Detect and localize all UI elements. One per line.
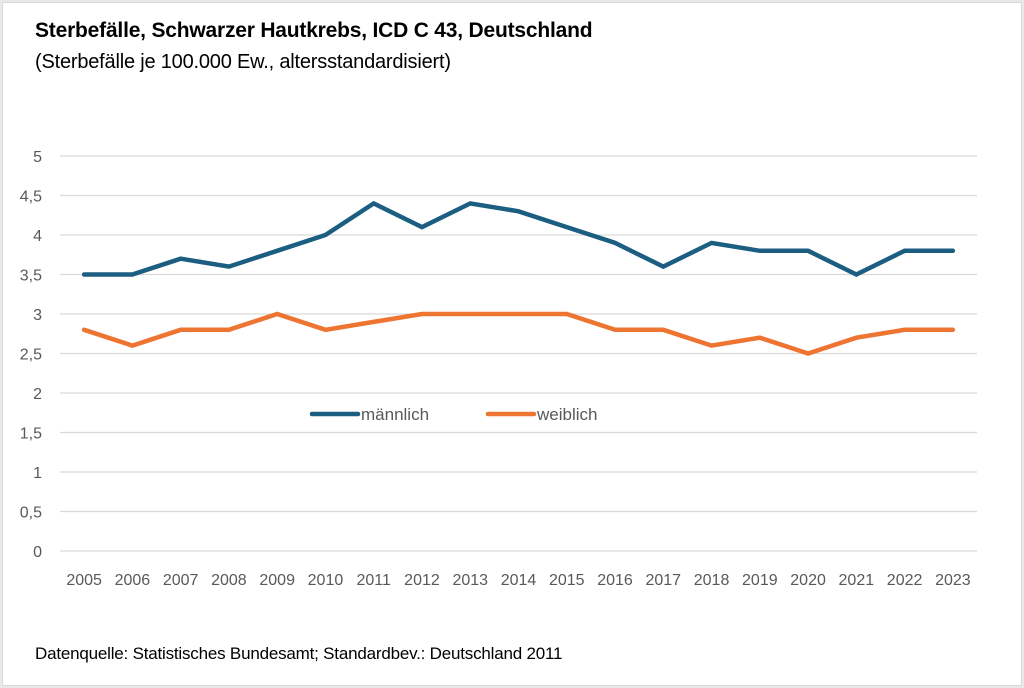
y-tick-label: 5	[33, 149, 42, 166]
x-tick-label: 2007	[163, 572, 199, 589]
x-tick-label: 2015	[549, 572, 585, 589]
x-tick-label: 2020	[790, 572, 826, 589]
x-tick-label: 2012	[404, 572, 440, 589]
y-tick-label: 4,5	[20, 189, 42, 206]
series-lines	[81, 200, 956, 356]
y-tick-label: 3,5	[20, 268, 42, 285]
series-line-weiblich	[81, 311, 956, 356]
x-tick-label: 2008	[211, 572, 247, 589]
data-source-note: Datenquelle: Statistisches Bundesamt; St…	[35, 644, 563, 663]
x-tick-label: 2018	[694, 572, 730, 589]
y-tick-label: 3	[33, 307, 42, 324]
x-tick-label: 2013	[452, 572, 488, 589]
x-tick-label: 2023	[935, 572, 971, 589]
y-axis-ticks: 0 0,5 1 1,5 2 2,5 3 3,5 4 4,5 5	[20, 149, 42, 561]
legend: männlich weiblich	[309, 405, 597, 424]
y-tick-label: 4	[33, 228, 42, 245]
x-tick-label: 2011	[357, 572, 392, 589]
y-tick-label: 1	[33, 465, 42, 482]
legend-label: männlich	[361, 405, 429, 424]
x-tick-label: 2005	[66, 572, 102, 589]
x-tick-label: 2022	[887, 572, 923, 589]
x-tick-label: 2014	[501, 572, 537, 589]
x-tick-label: 2016	[597, 572, 633, 589]
chart-subtitle: (Sterbefälle je 100.000 Ew., altersstand…	[35, 51, 451, 73]
y-tick-label: 0	[33, 544, 42, 561]
x-tick-label: 2009	[259, 572, 295, 589]
chart-title: Sterbefälle, Schwarzer Hautkrebs, ICD C …	[35, 19, 593, 42]
y-tick-label: 0,5	[20, 505, 42, 522]
legend-label: weiblich	[536, 405, 597, 424]
y-tick-label: 2	[33, 386, 42, 403]
x-tick-label: 2017	[645, 572, 681, 589]
x-tick-label: 2019	[742, 572, 778, 589]
gridlines	[60, 155, 977, 552]
x-axis-ticks: 2005 2006 2007 2008 2009 2010 2011 2012 2013 2014…	[66, 572, 970, 589]
y-tick-label: 1,5	[20, 426, 42, 443]
x-tick-label: 2006	[115, 572, 151, 589]
x-tick-label: 2010	[308, 572, 344, 589]
y-tick-label: 2,5	[20, 347, 42, 364]
x-tick-label: 2021	[839, 572, 875, 589]
series-line-männlich	[81, 200, 956, 278]
